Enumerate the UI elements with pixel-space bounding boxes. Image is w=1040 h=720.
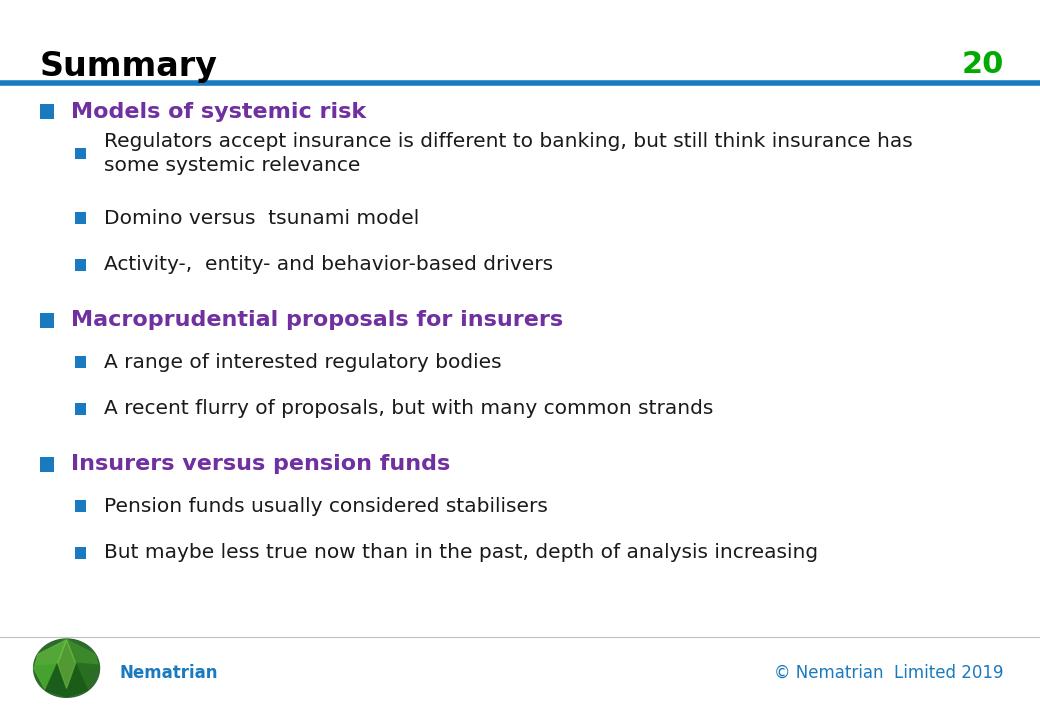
Polygon shape: [57, 639, 76, 688]
Text: A recent flurry of proposals, but with many common strands: A recent flurry of proposals, but with m…: [104, 400, 713, 418]
Text: Summary: Summary: [40, 50, 217, 84]
Text: Pension funds usually considered stabilisers: Pension funds usually considered stabili…: [104, 497, 548, 516]
Text: But maybe less true now than in the past, depth of analysis increasing: But maybe less true now than in the past…: [104, 544, 818, 562]
Text: Nematrian: Nematrian: [120, 664, 218, 683]
Text: Domino versus  tsunami model: Domino versus tsunami model: [104, 209, 419, 228]
Polygon shape: [33, 639, 100, 697]
Text: Models of systemic risk: Models of systemic risk: [71, 102, 366, 122]
Text: 20: 20: [961, 50, 1004, 79]
Polygon shape: [67, 663, 98, 690]
Polygon shape: [46, 663, 87, 697]
Polygon shape: [67, 639, 98, 665]
Text: © Nematrian  Limited 2019: © Nematrian Limited 2019: [774, 664, 1004, 683]
Polygon shape: [33, 663, 57, 690]
Text: Macroprudential proposals for insurers: Macroprudential proposals for insurers: [71, 310, 563, 330]
Polygon shape: [35, 639, 67, 665]
Text: Regulators accept insurance is different to banking, but still think insurance h: Regulators accept insurance is different…: [104, 132, 913, 175]
Text: A range of interested regulatory bodies: A range of interested regulatory bodies: [104, 353, 501, 372]
Text: Activity-,  entity- and behavior-based drivers: Activity-, entity- and behavior-based dr…: [104, 256, 553, 274]
Text: Insurers versus pension funds: Insurers versus pension funds: [71, 454, 450, 474]
